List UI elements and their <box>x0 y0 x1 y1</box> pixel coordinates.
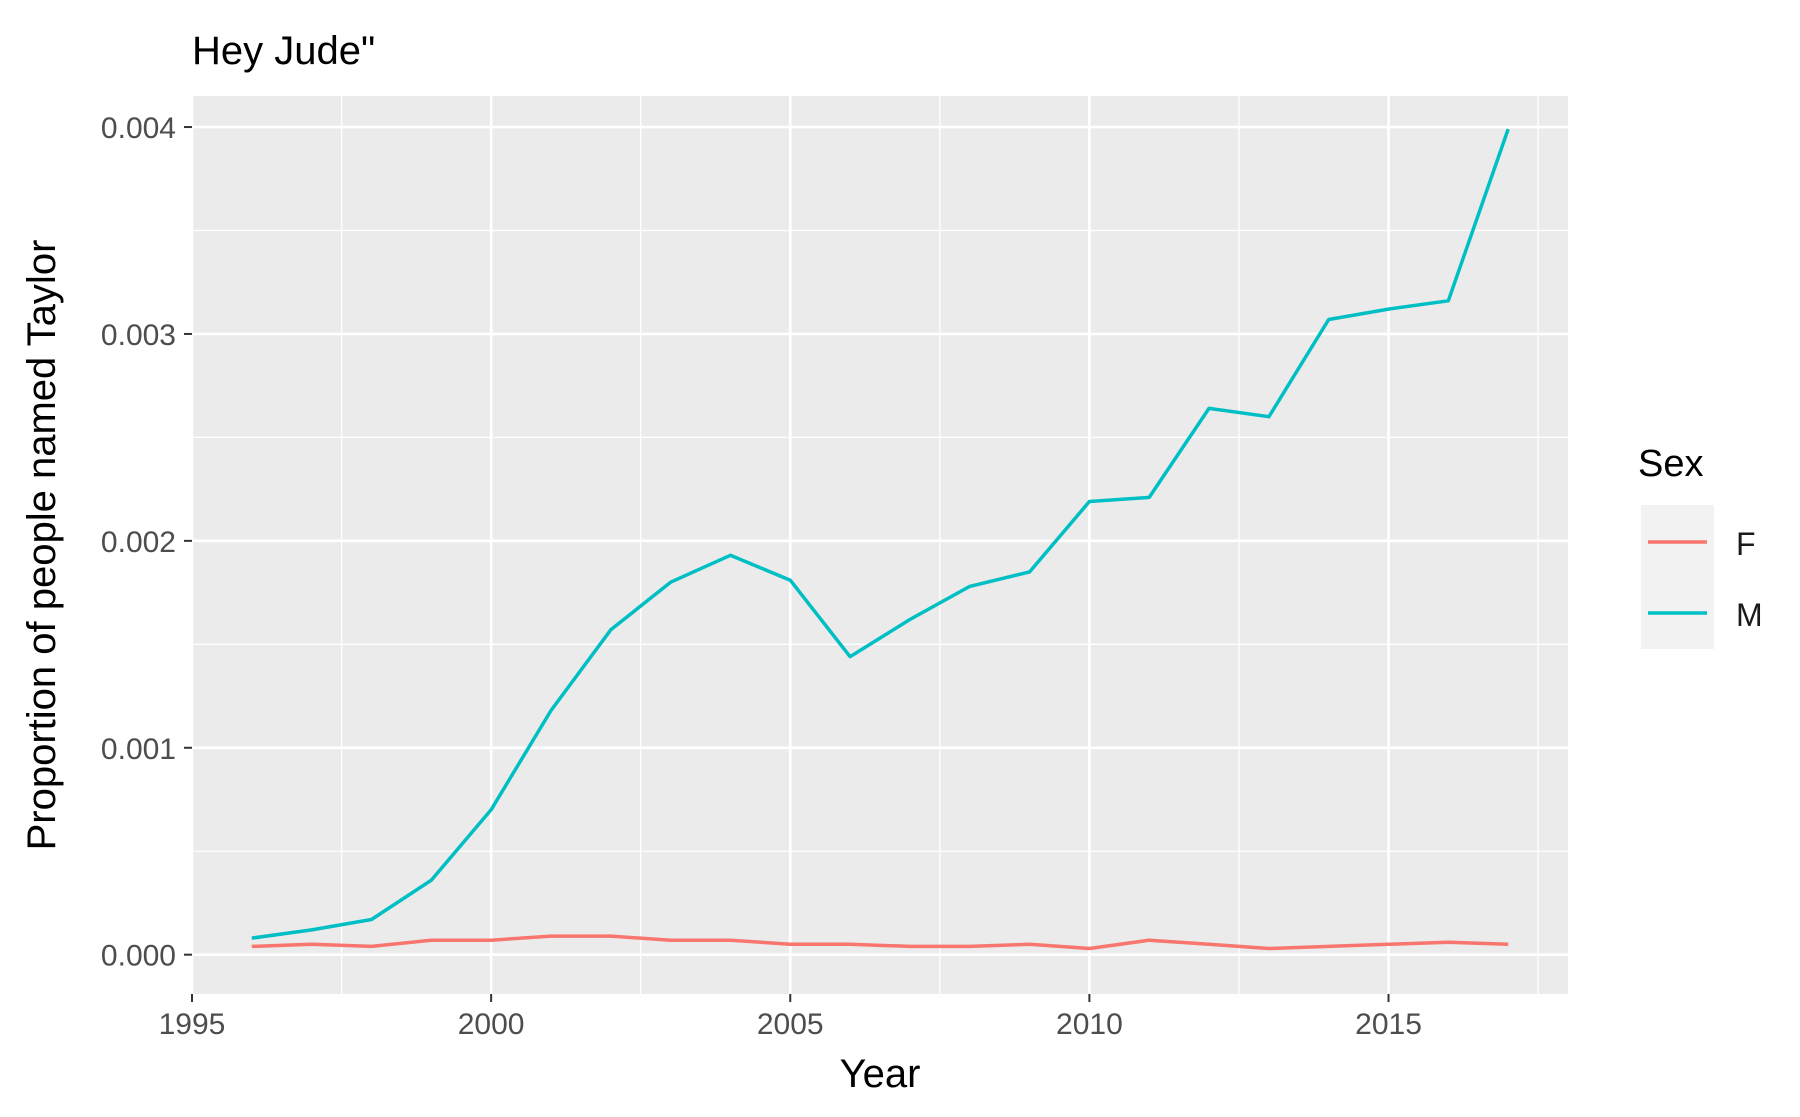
legend-label-f: F <box>1736 526 1756 562</box>
y-tick-label: 0.004 <box>101 112 176 145</box>
plot-panel <box>192 96 1568 994</box>
axis-ticks <box>184 126 1390 1002</box>
y-tick-label: 0.003 <box>101 319 176 352</box>
series-line-f <box>251 934 1509 951</box>
legend-title: Sex <box>1638 443 1703 485</box>
chart-title: Hey Jude" <box>192 29 375 73</box>
y-axis-title: Proportion of people named Taylor <box>20 240 64 851</box>
minor-gridlines <box>192 96 1568 994</box>
y-tick-label: 0.000 <box>101 940 176 973</box>
x-tick-label: 1995 <box>159 1008 226 1041</box>
legend-label-m: M <box>1736 597 1763 633</box>
legend: Sex F M <box>1638 443 1763 649</box>
x-tick-label: 2010 <box>1056 1008 1123 1041</box>
series-lines <box>251 128 1510 951</box>
x-tick-label: 2000 <box>458 1008 525 1041</box>
y-tick-label: 0.001 <box>101 733 176 766</box>
legend-key-background <box>1641 505 1714 649</box>
tick-labels: 1995 2000 2005 2010 2015 0.000 0.001 0.002 0.003… <box>101 112 1422 1041</box>
x-axis-title: Year <box>840 1052 921 1096</box>
major-gridlines <box>190 96 1568 994</box>
series-line-m <box>251 128 1510 940</box>
y-tick-label: 0.002 <box>101 526 176 559</box>
x-tick-label: 2005 <box>757 1008 824 1041</box>
x-tick-label: 2015 <box>1355 1008 1422 1041</box>
